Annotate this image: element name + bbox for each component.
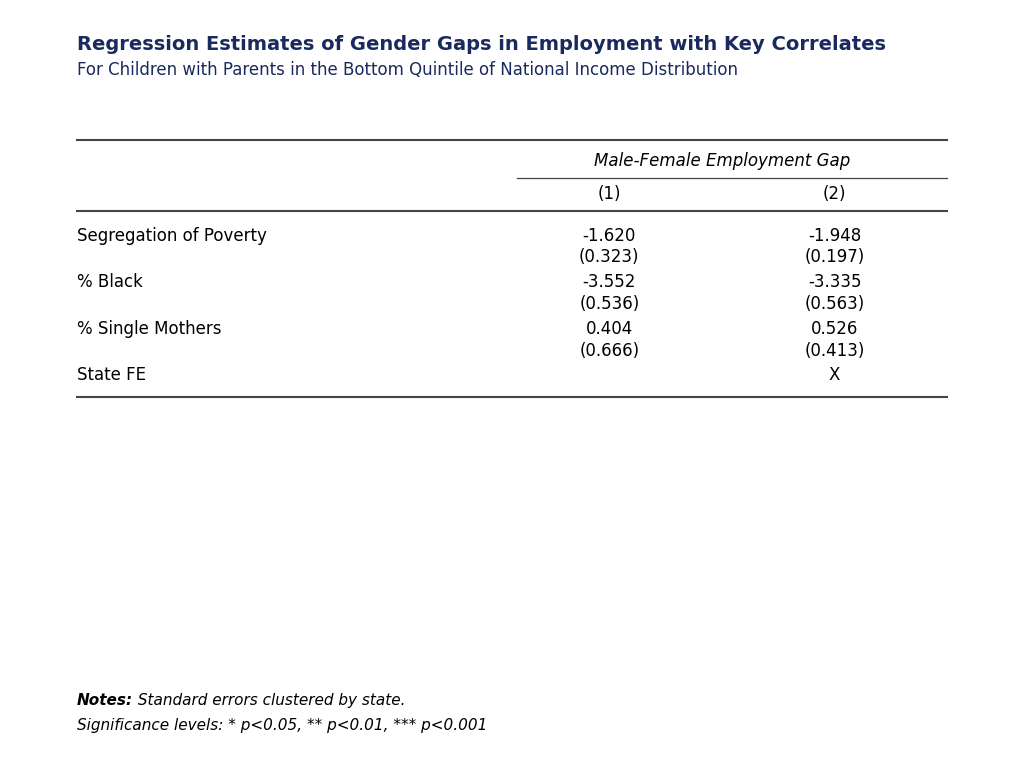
Text: 0.526: 0.526 xyxy=(811,319,858,338)
Text: (0.413): (0.413) xyxy=(805,342,864,360)
Text: -3.335: -3.335 xyxy=(808,273,861,291)
Text: (1): (1) xyxy=(598,184,621,203)
Text: Significance levels: * p<0.05, ** p<0.01, *** p<0.001: Significance levels: * p<0.05, ** p<0.01… xyxy=(77,718,487,733)
Text: (0.197): (0.197) xyxy=(805,248,864,266)
Text: (0.563): (0.563) xyxy=(805,295,864,313)
Text: Standard errors clustered by state.: Standard errors clustered by state. xyxy=(133,693,406,708)
Text: 0.404: 0.404 xyxy=(586,319,633,338)
Text: (0.666): (0.666) xyxy=(580,342,639,360)
Text: % Black: % Black xyxy=(77,273,142,291)
Text: -1.620: -1.620 xyxy=(583,227,636,245)
Text: Regression Estimates of Gender Gaps in Employment with Key Correlates: Regression Estimates of Gender Gaps in E… xyxy=(77,35,886,54)
Text: For Children with Parents in the Bottom Quintile of National Income Distribution: For Children with Parents in the Bottom … xyxy=(77,61,738,79)
Text: -3.552: -3.552 xyxy=(583,273,636,291)
Text: Segregation of Poverty: Segregation of Poverty xyxy=(77,227,266,245)
Text: (0.323): (0.323) xyxy=(579,248,640,266)
Text: X: X xyxy=(828,366,841,384)
Text: (2): (2) xyxy=(823,184,846,203)
Text: State FE: State FE xyxy=(77,366,145,384)
Text: Male-Female Employment Gap: Male-Female Employment Gap xyxy=(594,152,850,170)
Text: Notes:: Notes: xyxy=(77,693,133,708)
Text: (0.536): (0.536) xyxy=(580,295,639,313)
Text: % Single Mothers: % Single Mothers xyxy=(77,319,221,338)
Text: -1.948: -1.948 xyxy=(808,227,861,245)
